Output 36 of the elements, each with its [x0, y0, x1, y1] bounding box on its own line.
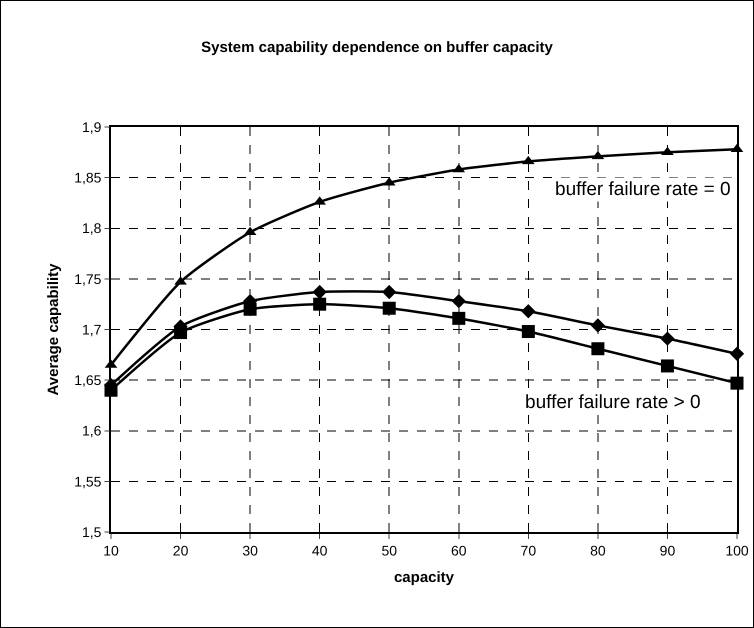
- x-tick-label: 60: [450, 542, 467, 559]
- point: [382, 284, 396, 300]
- chart-title: System capability dependence on buffer capacity: [201, 39, 554, 56]
- point: [312, 284, 327, 300]
- x-tick-label: 10: [103, 542, 119, 559]
- x-tick-label: 40: [312, 542, 328, 559]
- x-tick-label: 100: [725, 542, 749, 559]
- point: [591, 342, 604, 356]
- point: [521, 304, 536, 318]
- y-tick-label: 1,5: [82, 524, 102, 540]
- point: [522, 325, 535, 338]
- x-tick-label: 50: [381, 542, 398, 559]
- y-tick-label: 1,6: [82, 422, 102, 439]
- x-tick-label: 90: [660, 542, 676, 559]
- point: [660, 359, 674, 372]
- annotation: buffer failure rate = 0: [555, 179, 731, 200]
- point: [452, 312, 466, 325]
- point: [313, 298, 326, 311]
- y-tick-label: 1,85: [74, 170, 102, 186]
- x-tick-label: 80: [590, 542, 606, 559]
- y-tick-label: 1,8: [82, 220, 102, 236]
- annotation: buffer failure rate > 0: [525, 392, 701, 413]
- y-tick-label: 1,65: [74, 372, 102, 388]
- y-tick-label: 1,7: [82, 321, 102, 338]
- point: [660, 331, 675, 346]
- x-tick-label: 30: [242, 542, 258, 559]
- point: [452, 294, 466, 308]
- x-tick-label: 20: [172, 542, 189, 559]
- point: [590, 318, 606, 333]
- y-axis-title: Average capability: [44, 262, 62, 396]
- y-tick-label: 1,55: [74, 473, 102, 490]
- x-axis-title: capacity: [394, 569, 455, 586]
- x-tick-label: 70: [520, 542, 536, 559]
- y-tick-label: 1,9: [82, 118, 102, 135]
- y-tick-label: 1,75: [74, 270, 102, 287]
- point: [382, 302, 396, 315]
